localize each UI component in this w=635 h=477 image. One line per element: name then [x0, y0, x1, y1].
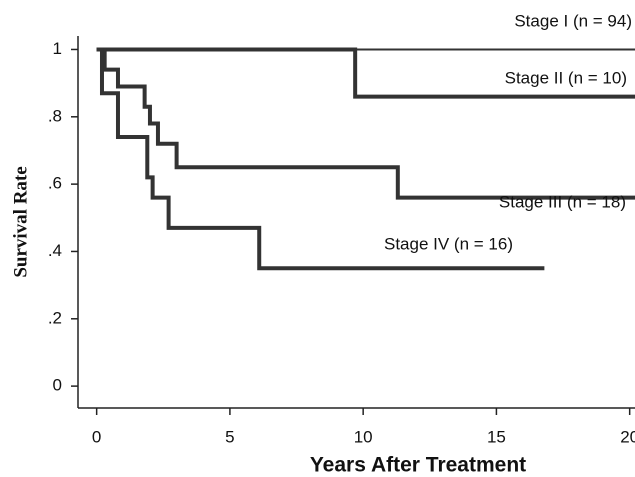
x-tick-label: 5 [225, 427, 234, 446]
y-tick-label: .4 [48, 241, 62, 260]
survival-line [96, 47, 545, 271]
series-label: Stage IV (n = 16) [384, 234, 513, 253]
x-tick-label: 0 [92, 427, 101, 446]
survival-line [96, 47, 635, 200]
y-tick-label: 0 [53, 376, 62, 395]
y-tick-label: .2 [48, 308, 62, 327]
y-tick-label: .6 [48, 174, 62, 193]
series-label: Stage I (n = 94) [514, 11, 632, 30]
series-label: Stage III (n = 18) [499, 192, 626, 211]
y-tick-label: .8 [48, 106, 62, 125]
x-tick-label: 20 [620, 427, 635, 446]
x-axis-title: Years After Treatment [310, 454, 526, 477]
y-axis-title: Survival Rate [10, 166, 31, 277]
series-label: Stage II (n = 10) [505, 68, 627, 87]
x-tick-label: 15 [487, 427, 506, 446]
y-tick-label: 1 [53, 39, 62, 58]
survival-line [96, 47, 635, 99]
x-tick-label: 10 [354, 427, 373, 446]
